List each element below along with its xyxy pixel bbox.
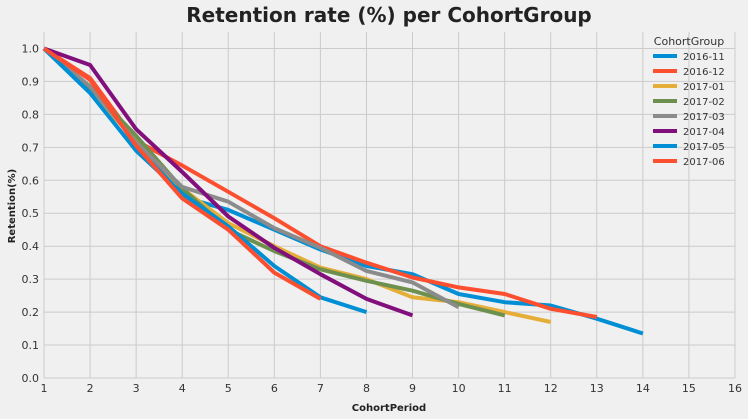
y-tick-label: 0.6	[22, 174, 40, 187]
y-tick-label: 0.5	[22, 207, 40, 220]
series-line-2017-05	[42, 47, 368, 315]
x-tick-label: 4	[179, 382, 186, 395]
legend-label: 2017-02	[683, 97, 725, 108]
legend-label: 2017-01	[683, 82, 725, 93]
series-line-2016-11	[42, 47, 644, 336]
y-tick-label: 0.8	[22, 108, 40, 121]
series-line-2017-04	[43, 46, 414, 318]
legend-label: 2017-03	[683, 112, 725, 123]
y-tick-label: 0.3	[22, 273, 40, 286]
series-line-2017-06	[42, 46, 322, 301]
y-tick-label: 0.2	[22, 306, 40, 319]
y-tick-label: 0.9	[22, 75, 40, 88]
y-tick-label: 0.4	[22, 240, 40, 253]
tick-labels: 0.00.10.20.30.40.50.60.70.80.91.01 2 3 4 5 6 7…	[22, 42, 743, 395]
chart-title: Retention rate (%) per CohortGroup	[186, 3, 592, 27]
y-tick-label: 1.0	[22, 42, 40, 55]
legend: CohortGroup 2016-11 2016-12 2017-01 2017-02…	[653, 35, 725, 168]
x-axis-label: CohortPeriod	[352, 403, 426, 414]
legend-label: 2017-04	[683, 127, 725, 138]
legend-title: CohortGroup	[654, 35, 724, 48]
series-line-2017-02	[42, 46, 506, 318]
legend-label: 2017-06	[683, 157, 725, 168]
x-tick-label: 16	[728, 382, 742, 395]
y-axis-label: Retention(%)	[7, 169, 18, 244]
x-tick-label: 7	[317, 382, 324, 395]
x-tick-label: 11	[498, 382, 512, 395]
y-tick-label: 0.0	[22, 372, 40, 385]
x-tick-label: 8	[363, 382, 370, 395]
x-tick-label: 1	[41, 382, 48, 395]
x-tick-label: 15	[682, 382, 696, 395]
y-tick-label: 0.1	[22, 339, 40, 352]
x-tick-label: 9	[409, 382, 416, 395]
series-lines	[42, 46, 644, 336]
x-tick-label: 13	[590, 382, 604, 395]
x-tick-label: 2	[87, 382, 94, 395]
legend-label: 2017-05	[683, 142, 725, 153]
grid	[43, 32, 736, 379]
x-tick-label: 3	[133, 382, 140, 395]
x-tick-label: 14	[636, 382, 650, 395]
x-tick-label: 6	[271, 382, 278, 395]
legend-label: 2016-12	[683, 67, 725, 78]
y-tick-label: 0.7	[22, 141, 40, 154]
x-tick-label: 10	[452, 382, 466, 395]
legend-label: 2016-11	[683, 52, 725, 63]
x-tick-label: 12	[544, 382, 558, 395]
x-tick-label: 5	[225, 382, 232, 395]
